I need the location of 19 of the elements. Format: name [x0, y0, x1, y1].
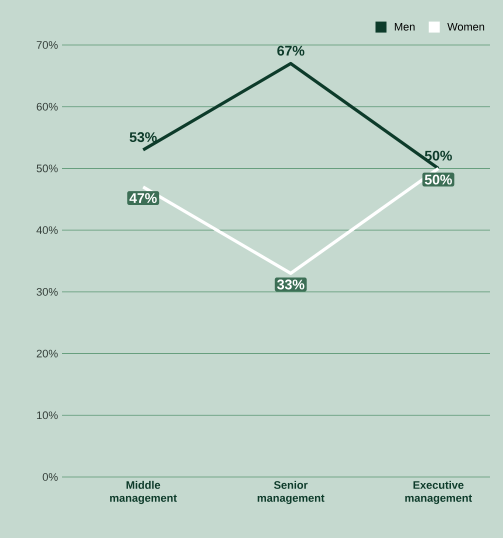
y-tick-label: 40%	[36, 226, 58, 234]
data-label: 67%	[277, 46, 304, 56]
y-tick-label: 60%	[36, 102, 58, 111]
x-tick-label: Executive management	[405, 480, 472, 504]
x-tick-label: Middle management	[110, 480, 177, 504]
data-label: 53%	[130, 132, 157, 142]
data-label: 47%	[129, 193, 157, 203]
legend-label: Men	[394, 23, 415, 31]
y-tick-label: 20%	[36, 350, 58, 358]
data-label: 33%	[277, 280, 304, 290]
data-label: 50%	[424, 150, 452, 161]
y-tick-label: 70%	[36, 41, 58, 49]
y-tick-label: 30%	[36, 288, 58, 296]
y-tick-label: 0%	[42, 473, 58, 481]
x-tick-label: Senior management	[258, 480, 324, 504]
legend-label: Women	[447, 23, 484, 31]
y-tick-label: 50%	[36, 164, 58, 172]
data-label: 50%	[424, 174, 452, 185]
y-tick-label: 10%	[37, 411, 58, 420]
